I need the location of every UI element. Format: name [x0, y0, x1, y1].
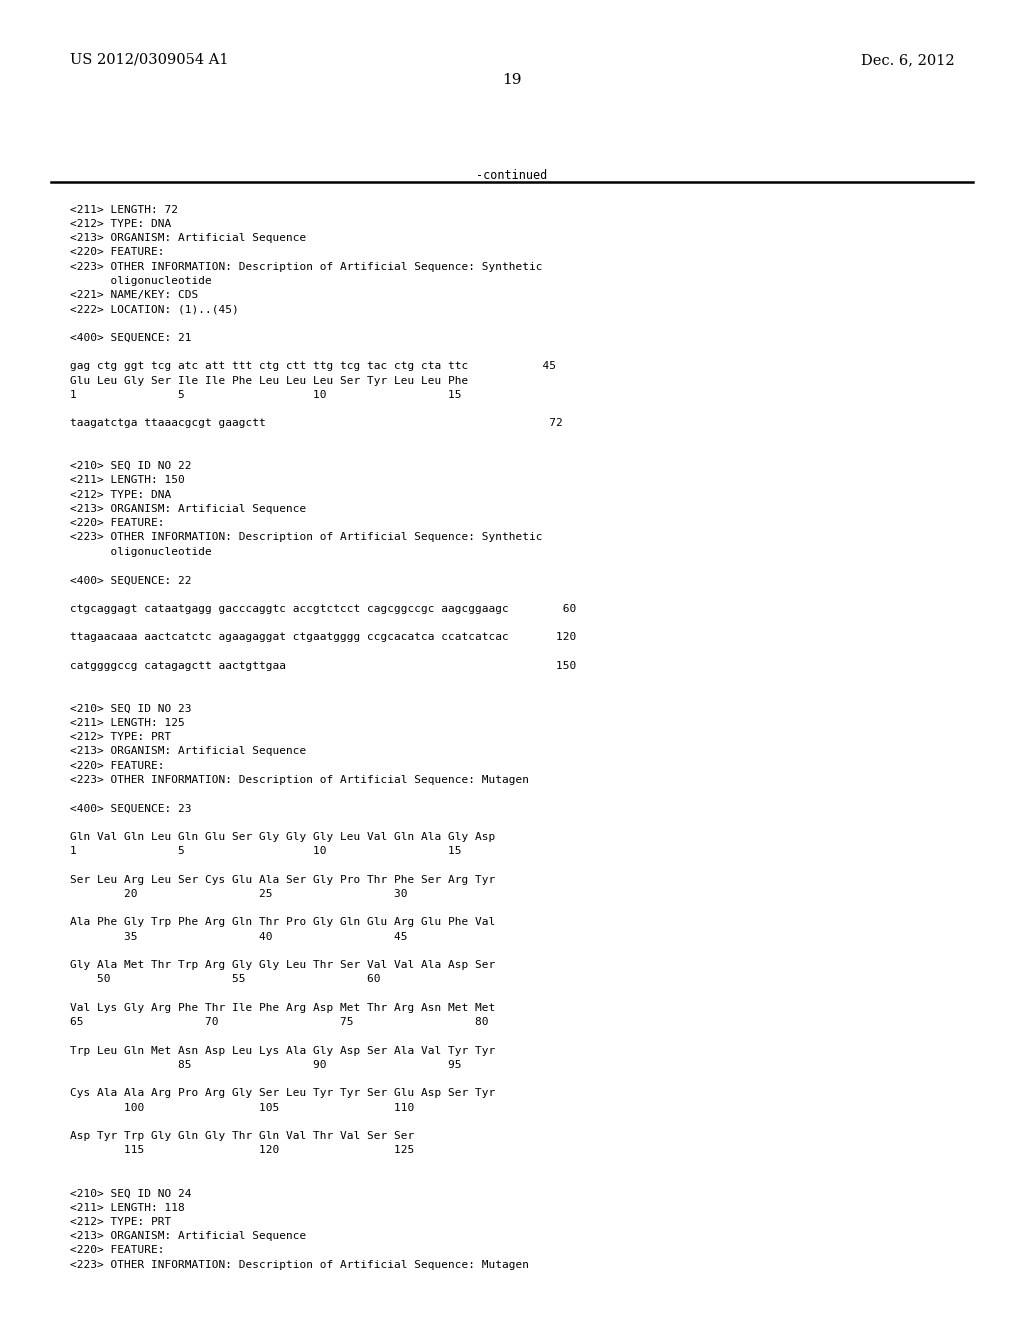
Text: <223> OTHER INFORMATION: Description of Artificial Sequence: Synthetic: <223> OTHER INFORMATION: Description of … — [70, 261, 542, 272]
Text: <220> FEATURE:: <220> FEATURE: — [70, 519, 164, 528]
Text: <220> FEATURE:: <220> FEATURE: — [70, 1245, 164, 1255]
Text: Asp Tyr Trp Gly Gln Gly Thr Gln Val Thr Val Ser Ser: Asp Tyr Trp Gly Gln Gly Thr Gln Val Thr … — [70, 1131, 414, 1142]
Text: taagatctga ttaaacgcgt gaagctt                                          72: taagatctga ttaaacgcgt gaagctt 72 — [70, 418, 562, 429]
Text: <213> ORGANISM: Artificial Sequence: <213> ORGANISM: Artificial Sequence — [70, 234, 306, 243]
Text: 20                  25                  30: 20 25 30 — [70, 888, 408, 899]
Text: <211> LENGTH: 72: <211> LENGTH: 72 — [70, 205, 177, 215]
Text: 19: 19 — [502, 73, 522, 87]
Text: 115                 120                 125: 115 120 125 — [70, 1146, 414, 1155]
Text: <400> SEQUENCE: 21: <400> SEQUENCE: 21 — [70, 333, 191, 343]
Text: 100                 105                 110: 100 105 110 — [70, 1102, 414, 1113]
Text: <210> SEQ ID NO 22: <210> SEQ ID NO 22 — [70, 461, 191, 471]
Text: <221> NAME/KEY: CDS: <221> NAME/KEY: CDS — [70, 290, 198, 300]
Text: 1               5                   10                  15: 1 5 10 15 — [70, 846, 461, 857]
Text: Trp Leu Gln Met Asn Asp Leu Lys Ala Gly Asp Ser Ala Val Tyr Tyr: Trp Leu Gln Met Asn Asp Leu Lys Ala Gly … — [70, 1045, 495, 1056]
Text: <223> OTHER INFORMATION: Description of Artificial Sequence: Mutagen: <223> OTHER INFORMATION: Description of … — [70, 1259, 528, 1270]
Text: <223> OTHER INFORMATION: Description of Artificial Sequence: Synthetic: <223> OTHER INFORMATION: Description of … — [70, 532, 542, 543]
Text: 1               5                   10                  15: 1 5 10 15 — [70, 389, 461, 400]
Text: <400> SEQUENCE: 23: <400> SEQUENCE: 23 — [70, 804, 191, 813]
Text: 50                  55                  60: 50 55 60 — [70, 974, 380, 985]
Text: <210> SEQ ID NO 24: <210> SEQ ID NO 24 — [70, 1188, 191, 1199]
Text: oligonucleotide: oligonucleotide — [70, 546, 211, 557]
Text: Ala Phe Gly Trp Phe Arg Gln Thr Pro Gly Gln Glu Arg Glu Phe Val: Ala Phe Gly Trp Phe Arg Gln Thr Pro Gly … — [70, 917, 495, 928]
Text: <222> LOCATION: (1)..(45): <222> LOCATION: (1)..(45) — [70, 305, 239, 314]
Text: 65                  70                  75                  80: 65 70 75 80 — [70, 1018, 488, 1027]
Text: <212> TYPE: DNA: <212> TYPE: DNA — [70, 219, 171, 228]
Text: <400> SEQUENCE: 22: <400> SEQUENCE: 22 — [70, 576, 191, 585]
Text: gag ctg ggt tcg atc att ttt ctg ctt ttg tcg tac ctg cta ttc           45: gag ctg ggt tcg atc att ttt ctg ctt ttg … — [70, 362, 556, 371]
Text: Cys Ala Ala Arg Pro Arg Gly Ser Leu Tyr Tyr Ser Glu Asp Ser Tyr: Cys Ala Ala Arg Pro Arg Gly Ser Leu Tyr … — [70, 1089, 495, 1098]
Text: Gly Ala Met Thr Trp Arg Gly Gly Leu Thr Ser Val Val Ala Asp Ser: Gly Ala Met Thr Trp Arg Gly Gly Leu Thr … — [70, 960, 495, 970]
Text: -continued: -continued — [476, 169, 548, 182]
Text: US 2012/0309054 A1: US 2012/0309054 A1 — [70, 53, 228, 67]
Text: 85                  90                  95: 85 90 95 — [70, 1060, 461, 1071]
Text: <223> OTHER INFORMATION: Description of Artificial Sequence: Mutagen: <223> OTHER INFORMATION: Description of … — [70, 775, 528, 785]
Text: ttagaacaaa aactcatctc agaagaggat ctgaatgggg ccgcacatca ccatcatcac       120: ttagaacaaa aactcatctc agaagaggat ctgaatg… — [70, 632, 575, 643]
Text: Dec. 6, 2012: Dec. 6, 2012 — [861, 53, 954, 67]
Text: ctgcaggagt cataatgagg gacccaggtc accgtctcct cagcggccgc aagcggaagc        60: ctgcaggagt cataatgagg gacccaggtc accgtct… — [70, 603, 575, 614]
Text: <211> LENGTH: 125: <211> LENGTH: 125 — [70, 718, 184, 727]
Text: <212> TYPE: PRT: <212> TYPE: PRT — [70, 733, 171, 742]
Text: Ser Leu Arg Leu Ser Cys Glu Ala Ser Gly Pro Thr Phe Ser Arg Tyr: Ser Leu Arg Leu Ser Cys Glu Ala Ser Gly … — [70, 875, 495, 884]
Text: <211> LENGTH: 118: <211> LENGTH: 118 — [70, 1203, 184, 1213]
Text: <212> TYPE: DNA: <212> TYPE: DNA — [70, 490, 171, 500]
Text: <213> ORGANISM: Artificial Sequence: <213> ORGANISM: Artificial Sequence — [70, 1232, 306, 1241]
Text: <211> LENGTH: 150: <211> LENGTH: 150 — [70, 475, 184, 486]
Text: <220> FEATURE:: <220> FEATURE: — [70, 247, 164, 257]
Text: <212> TYPE: PRT: <212> TYPE: PRT — [70, 1217, 171, 1226]
Text: 35                  40                  45: 35 40 45 — [70, 932, 408, 941]
Text: <220> FEATURE:: <220> FEATURE: — [70, 760, 164, 771]
Text: catggggccg catagagctt aactgttgaa                                        150: catggggccg catagagctt aactgttgaa 150 — [70, 661, 575, 671]
Text: Val Lys Gly Arg Phe Thr Ile Phe Arg Asp Met Thr Arg Asn Met Met: Val Lys Gly Arg Phe Thr Ile Phe Arg Asp … — [70, 1003, 495, 1012]
Text: oligonucleotide: oligonucleotide — [70, 276, 211, 286]
Text: Gln Val Gln Leu Gln Glu Ser Gly Gly Gly Leu Val Gln Ala Gly Asp: Gln Val Gln Leu Gln Glu Ser Gly Gly Gly … — [70, 832, 495, 842]
Text: <213> ORGANISM: Artificial Sequence: <213> ORGANISM: Artificial Sequence — [70, 504, 306, 513]
Text: <213> ORGANISM: Artificial Sequence: <213> ORGANISM: Artificial Sequence — [70, 746, 306, 756]
Text: <210> SEQ ID NO 23: <210> SEQ ID NO 23 — [70, 704, 191, 714]
Text: Glu Leu Gly Ser Ile Ile Phe Leu Leu Leu Ser Tyr Leu Leu Phe: Glu Leu Gly Ser Ile Ile Phe Leu Leu Leu … — [70, 376, 468, 385]
